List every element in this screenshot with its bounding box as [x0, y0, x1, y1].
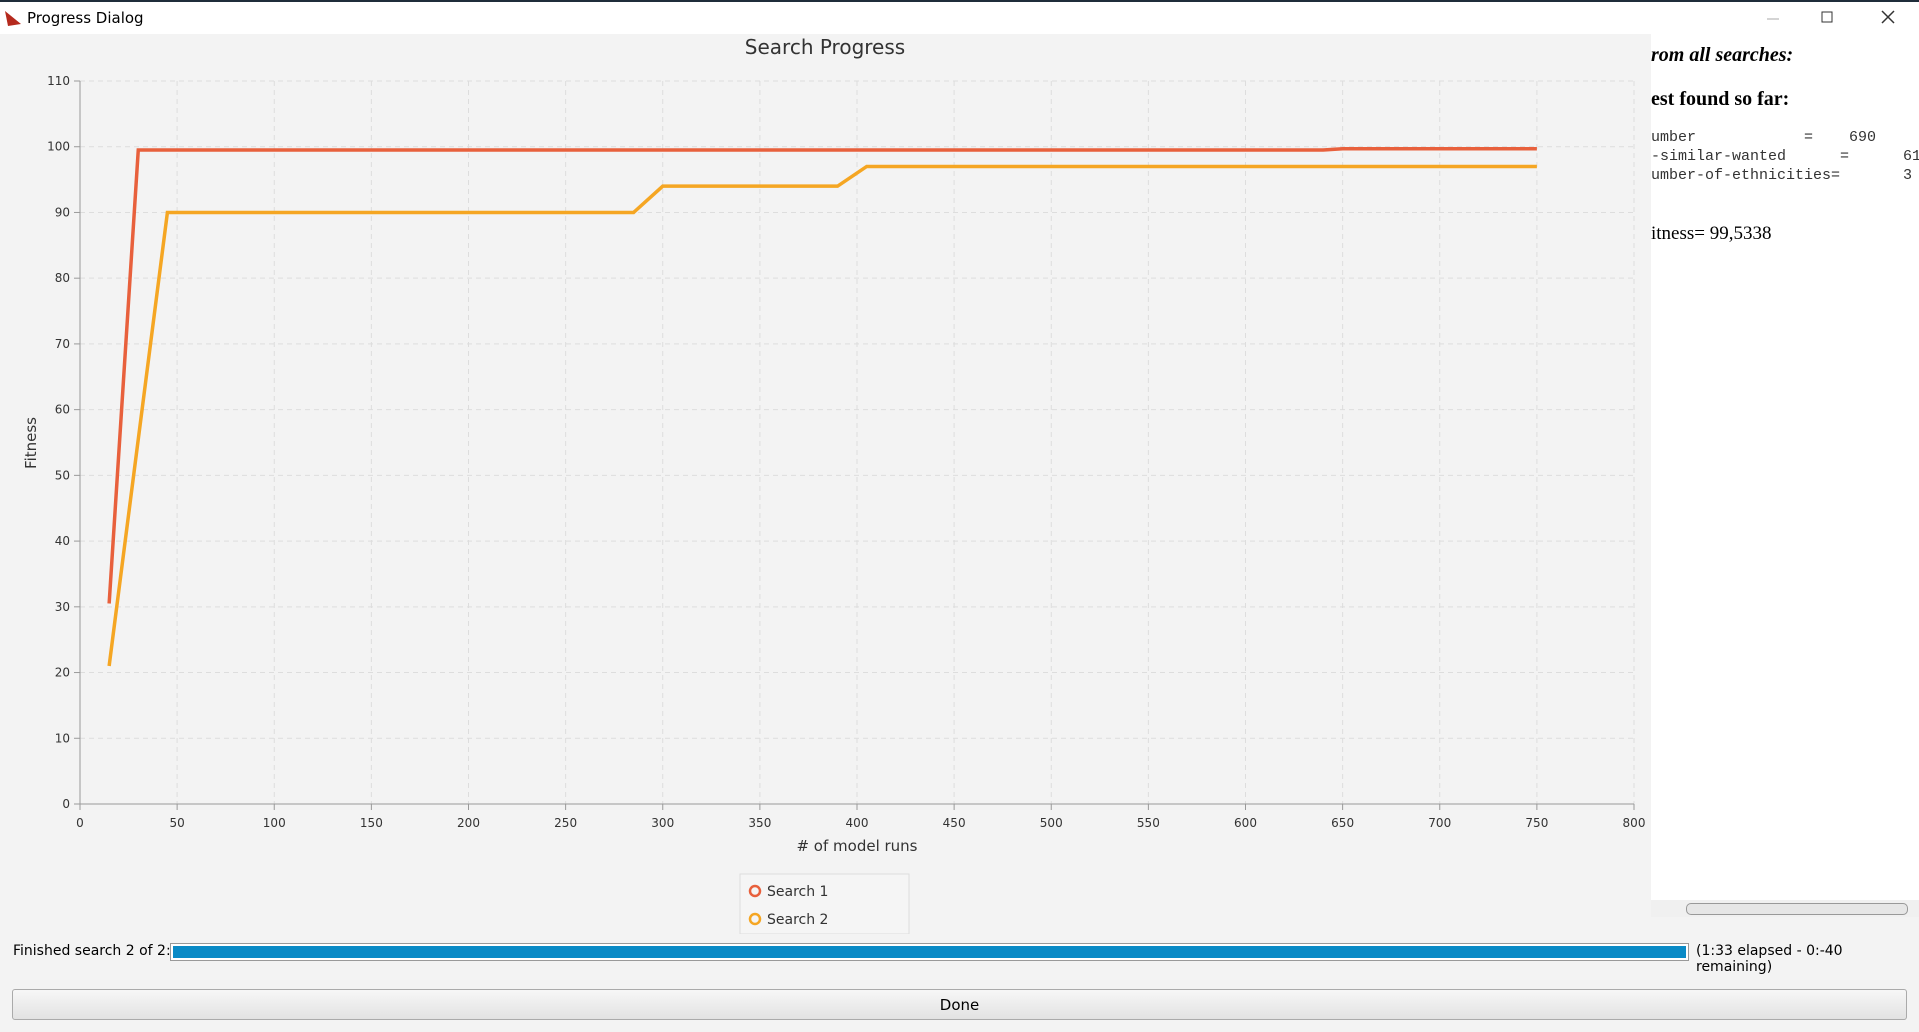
y-tick-label: 10	[55, 731, 70, 745]
x-tick-label: 500	[1040, 816, 1063, 830]
x-tick-label: 750	[1525, 816, 1548, 830]
window-title: Progress Dialog	[27, 9, 144, 27]
y-tick-label: 60	[55, 403, 70, 417]
x-tick-label: 100	[263, 816, 286, 830]
x-tick-label: 650	[1331, 816, 1354, 830]
param-line: -similar-wanted = 61	[1651, 148, 1919, 165]
y-tick-label: 50	[55, 468, 70, 482]
time-label: (1:33 elapsed - 0:-40 remaining)	[1696, 943, 1843, 975]
y-tick-label: 0	[62, 797, 70, 811]
heading: rom all searches:	[1651, 44, 1794, 66]
x-tick-label: 450	[943, 816, 966, 830]
window-controls	[1767, 10, 1895, 24]
param-line: umber-of-ethnicities= 3	[1651, 167, 1913, 184]
y-tick-label: 30	[55, 600, 70, 614]
legend-marker	[748, 884, 762, 898]
legend-marker	[748, 912, 762, 926]
y-tick-label: 90	[55, 205, 70, 219]
x-tick-label: 150	[360, 816, 383, 830]
y-tick-label: 20	[55, 666, 70, 680]
x-tick-label: 350	[748, 816, 771, 830]
series-line	[107, 146, 1537, 604]
x-tick-label: 800	[1623, 816, 1646, 830]
legend-label: Search 1	[767, 884, 828, 900]
done-button[interactable]: Done	[12, 989, 1907, 1020]
restore-button[interactable]	[1821, 11, 1833, 23]
x-tick-label: 550	[1137, 816, 1160, 830]
info-panel: rom all searches: est found so far: umbe…	[1651, 34, 1919, 900]
progress-bar	[170, 943, 1689, 961]
progress-fill	[173, 946, 1686, 958]
x-tick-label: 250	[554, 816, 577, 830]
x-tick-label: 700	[1428, 816, 1451, 830]
x-axis-label: # of model runs	[796, 837, 917, 855]
scrollbar[interactable]	[1651, 900, 1919, 917]
title-bar: Progress Dialog	[0, 0, 1919, 34]
y-tick-label: 100	[47, 140, 70, 154]
fitness: itness= 99,5338	[1651, 223, 1772, 244]
close-button[interactable]	[1881, 10, 1895, 24]
legend	[739, 873, 910, 934]
chart-title: Search Progress	[745, 35, 905, 59]
y-axis-label: Fitness	[22, 417, 40, 469]
x-tick-label: 200	[457, 816, 480, 830]
subheading: est found so far:	[1651, 88, 1790, 110]
y-tick-label: 70	[55, 337, 70, 351]
x-tick-label: 50	[169, 816, 184, 830]
scroll-thumb[interactable]	[1686, 903, 1908, 915]
series-line	[107, 164, 1537, 667]
x-tick-label: 600	[1234, 816, 1257, 830]
y-tick-label: 110	[47, 74, 70, 88]
y-tick-label: 40	[55, 534, 70, 548]
legend-label: Search 2	[767, 912, 828, 928]
status-label: Finished search 2 of 2:	[13, 943, 171, 959]
chart: Search Progress # of model runs Fitness …	[22, 35, 1646, 934]
y-tick-label: 80	[55, 271, 70, 285]
x-tick-label: 300	[651, 816, 674, 830]
app-icon	[5, 11, 21, 26]
x-tick-label: 400	[846, 816, 869, 830]
x-tick-label: 0	[76, 816, 84, 830]
param-line: umber = 690	[1651, 129, 1877, 146]
